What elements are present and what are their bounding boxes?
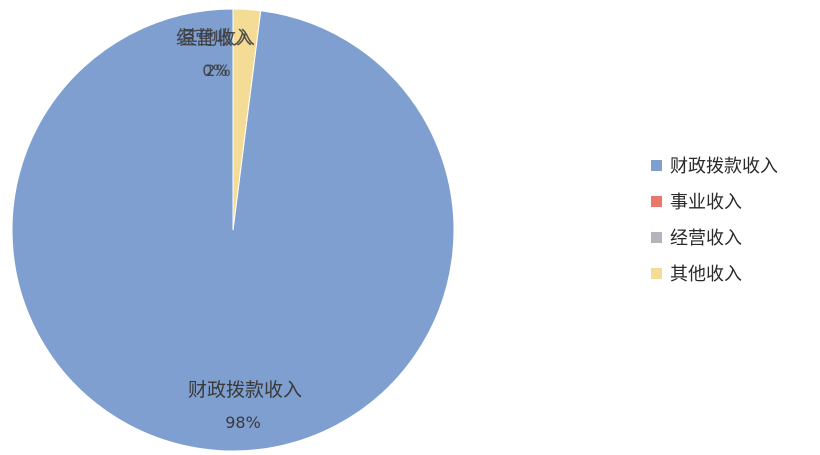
data-label-other-income-value: 2% <box>205 61 230 80</box>
legend-swatch-other-income <box>651 267 662 279</box>
legend-swatch-business-income <box>651 195 662 207</box>
legend-swatch-fiscal-allocation <box>651 159 662 171</box>
legend-item-fiscal-allocation: 财政拨款收入 <box>651 147 778 183</box>
chart-legend: 财政拨款收入 事业收入经营收入其他收入 <box>651 147 778 291</box>
legend-label-operating-income: 经营收入 <box>670 228 742 249</box>
data-label-operating-income-name: 经营收入 <box>176 27 252 49</box>
data-label-operating-income-value: 0% <box>202 61 227 80</box>
legend-label-business-income: 事业收入 <box>670 192 742 213</box>
data-label-fiscal-allocation-value: 98% <box>225 413 261 432</box>
legend-item-operating-income: 经营收入 <box>651 219 778 255</box>
legend-item-other-income: 其他收入 <box>651 255 778 291</box>
legend-label-fiscal-allocation: 财政拨款收入 <box>670 156 778 177</box>
legend-item-business-income: 事业收入 <box>651 183 778 219</box>
data-label-other-income-name: 其他收入 <box>179 27 255 49</box>
legend-swatch-operating-income <box>651 231 662 243</box>
pie-slice-other-income <box>232 8 262 231</box>
data-label-fiscal-allocation-name: 财政拨款收入 <box>188 379 302 401</box>
legend-label-other-income: 其他收入 <box>670 264 742 285</box>
